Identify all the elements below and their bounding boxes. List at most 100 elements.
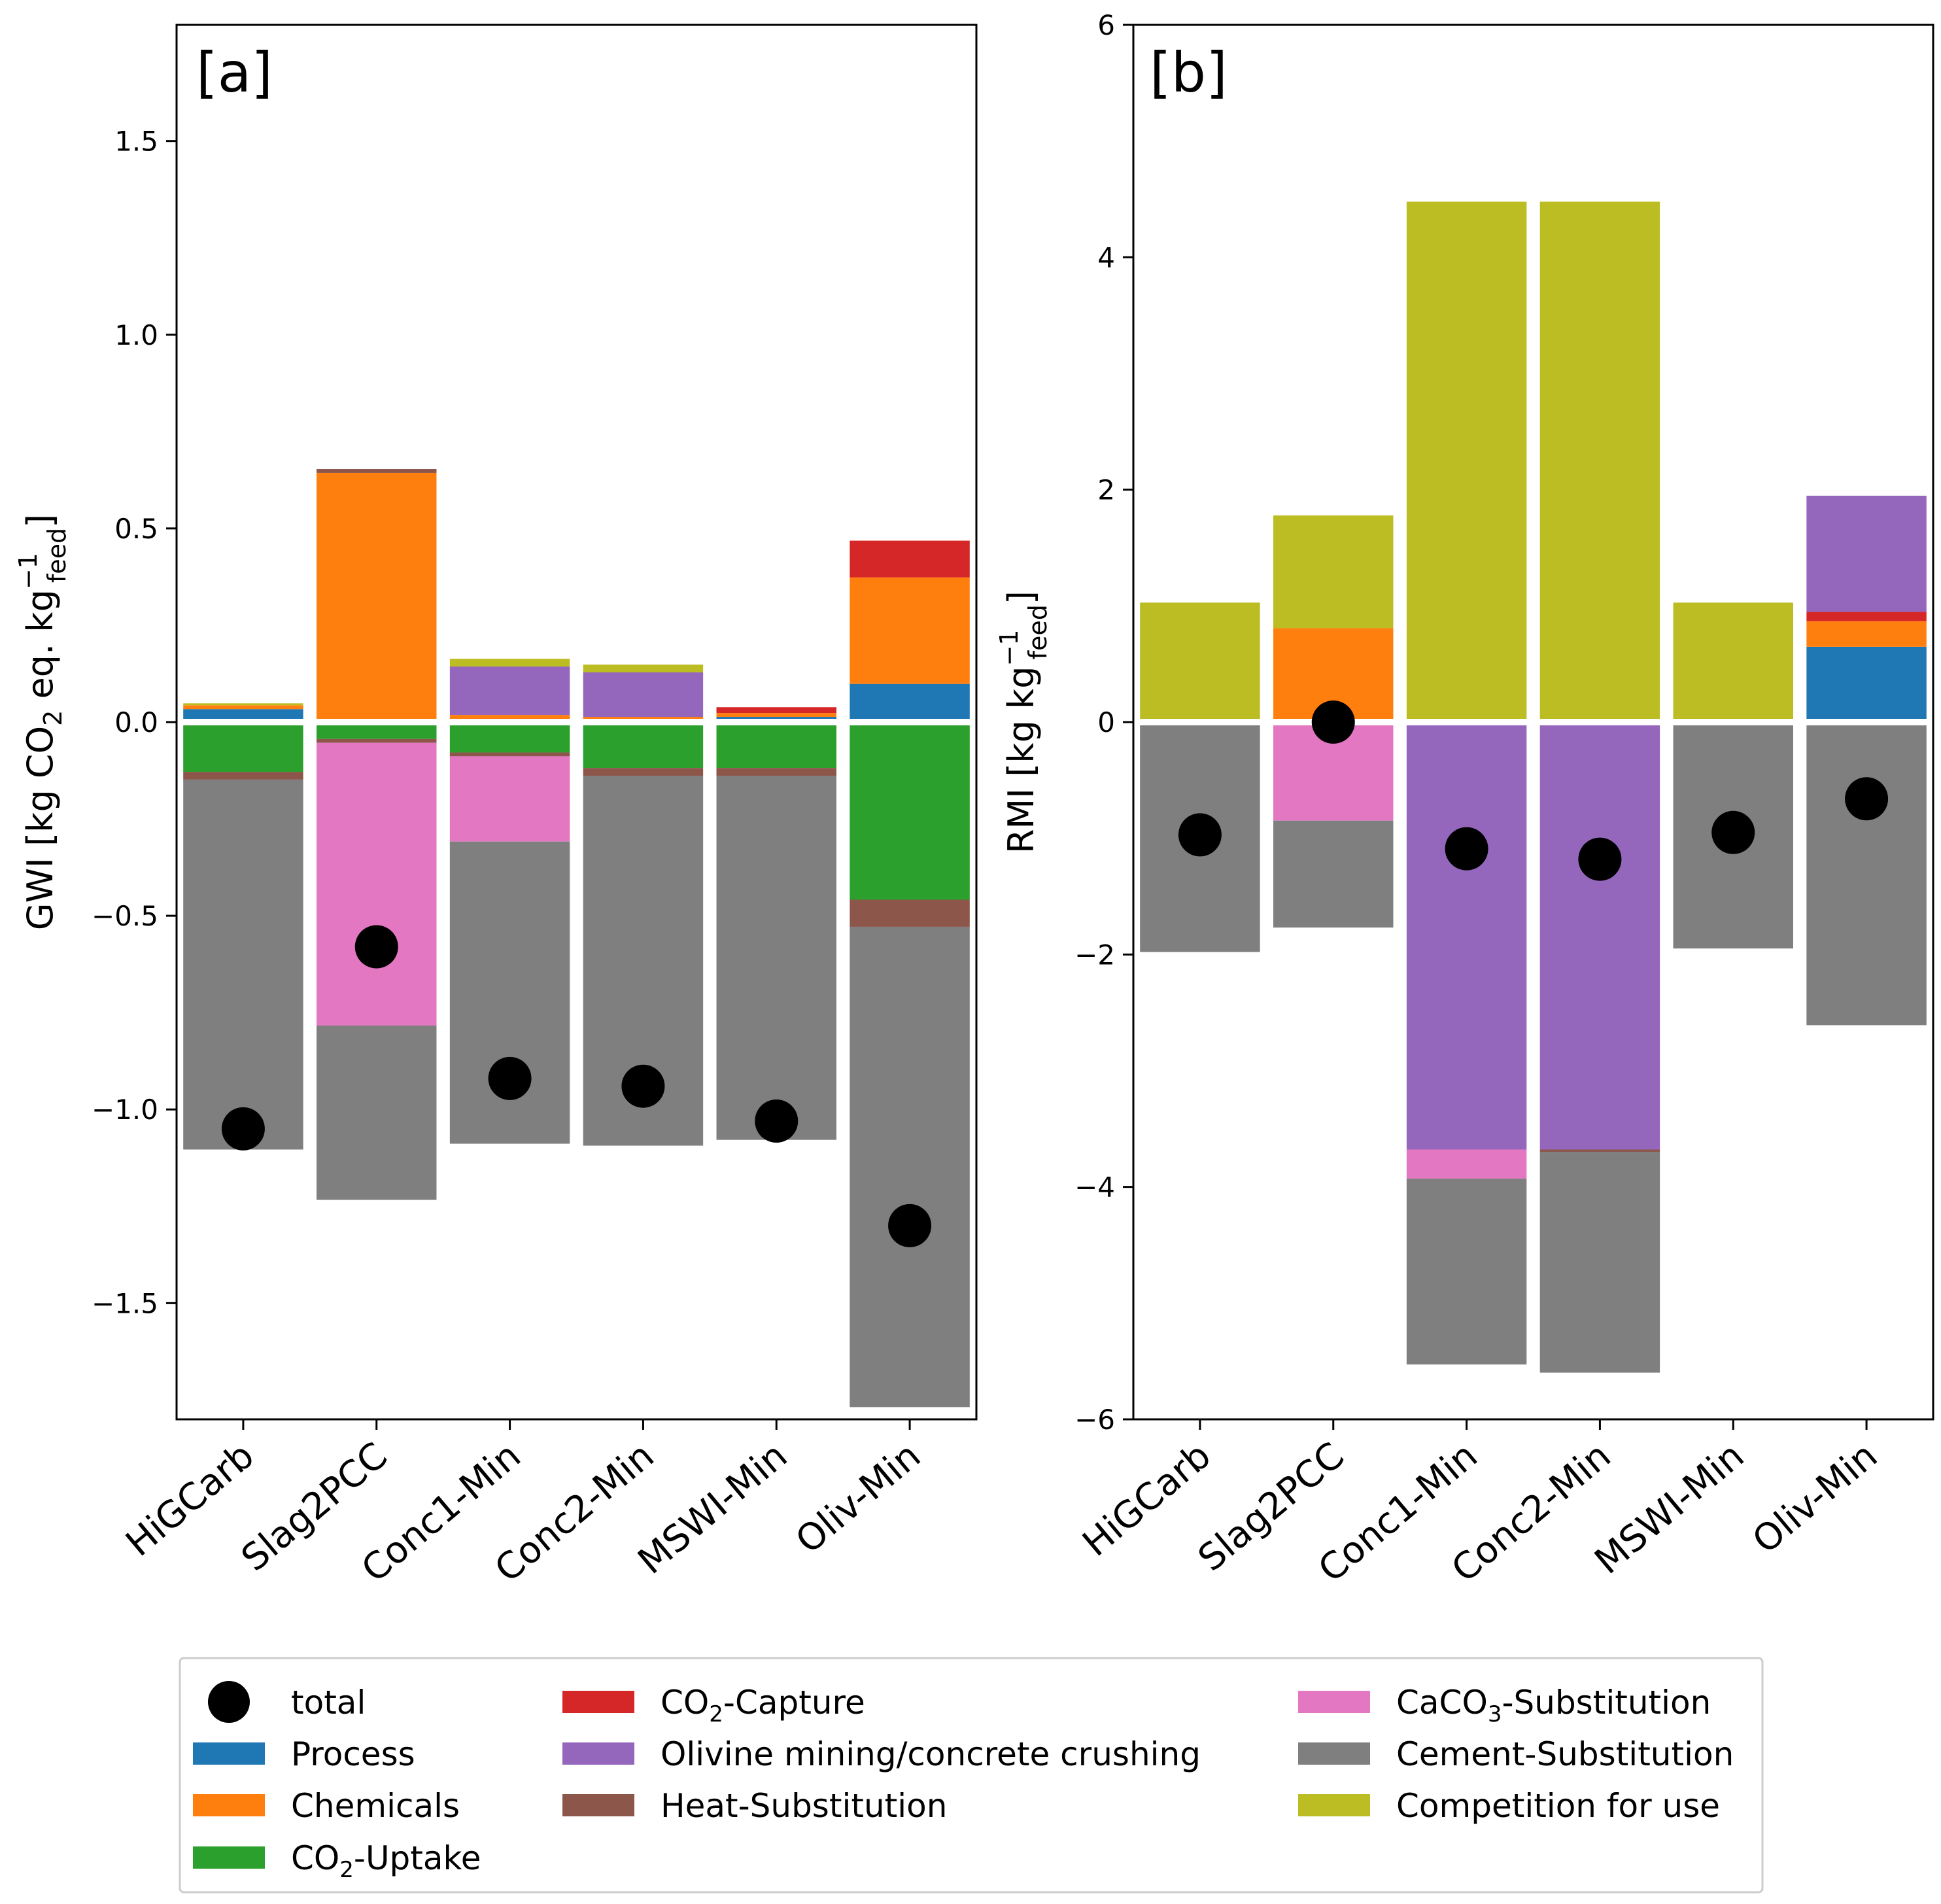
- bar-oliv-min-olivine-mining-concrete-crushing-pos: [1806, 495, 1927, 612]
- legend-label-text: CO: [661, 1684, 709, 1722]
- negative-bars: [1140, 725, 1927, 1373]
- legend-label-text: Chemicals: [291, 1787, 460, 1825]
- legend-label-text-end: -Uptake: [354, 1839, 481, 1877]
- bar-conc2-min-cement-substitution-neg: [1539, 1152, 1660, 1373]
- y-axis-label: RMI [kg kg−1feed]: [995, 591, 1052, 854]
- total-marker-conc1-min: [1445, 827, 1488, 871]
- panel-label: [b]: [1150, 41, 1228, 105]
- legend-marker-total: [208, 1681, 250, 1723]
- plot-frame: [1132, 24, 1934, 1421]
- legend-item-heat-substitution: Heat-Substitution: [562, 1787, 947, 1825]
- legend-label-text-end: -Capture: [723, 1684, 865, 1722]
- y-tick-label: −6: [1074, 1404, 1115, 1436]
- legend-label-subscript: 3: [1488, 1701, 1502, 1727]
- y-tick-label: 1.0: [114, 319, 158, 351]
- bar-conc2-min-co2-uptake-neg: [583, 725, 704, 769]
- bar-slag2pcc-heat-substitution-neg: [317, 738, 437, 743]
- legend-label-text: Competition for use: [1396, 1787, 1720, 1825]
- y-axis-label-part: feed: [1023, 604, 1052, 659]
- legend-item-process: Process: [193, 1735, 415, 1773]
- legend-swatch-heat-substitution: [562, 1794, 634, 1816]
- legend-item-caco3-substitution: CaCO3-Substitution: [1298, 1684, 1711, 1727]
- legend-label-text: Cement-Substitution: [1396, 1735, 1734, 1773]
- total-marker-mswi-min: [1711, 810, 1755, 854]
- bar-slag2pcc-co2-uptake-neg: [317, 725, 437, 739]
- y-axis-label-part: feed: [43, 528, 71, 583]
- bar-mswi-min-heat-substitution-neg: [716, 768, 836, 776]
- legend-item-co2-capture: CO2-Capture: [562, 1684, 865, 1727]
- legend-swatch-cement-substitution: [1298, 1742, 1370, 1765]
- total-marker-oliv-min: [888, 1203, 932, 1247]
- legend-item-competition-for-use: Competition for use: [1298, 1787, 1720, 1825]
- bar-conc2-min-heat-substitution-neg: [583, 768, 704, 776]
- bar-conc1-min-heat-substitution-neg: [449, 752, 570, 757]
- legend-item-olivine-mining-concrete-crushing: Olivine mining/concrete crushing: [562, 1735, 1201, 1773]
- bar-oliv-min-cement-substitution-neg: [1806, 725, 1927, 1026]
- bar-oliv-min-co2-uptake-neg: [850, 725, 970, 900]
- bar-mswi-min-co2-capture-pos: [716, 707, 836, 714]
- bar-oliv-min-co2-capture-pos: [850, 540, 970, 578]
- bar-oliv-min-heat-substitution-neg: [850, 899, 970, 927]
- legend-item-total: total: [208, 1681, 366, 1723]
- total-marker-conc1-min: [488, 1056, 532, 1100]
- negative-bars: [183, 725, 970, 1408]
- y-axis-label-part: ]: [20, 514, 61, 528]
- bar-conc1-min-competition-for-use-pos: [449, 659, 570, 667]
- bar-oliv-min-chemicals-pos: [1806, 621, 1927, 647]
- bar-higcarb-competition-for-use-pos: [1140, 602, 1260, 719]
- y-axis-label-part: ]: [1001, 591, 1042, 604]
- legend-swatch-chemicals: [193, 1794, 265, 1816]
- x-tick-label-mswi-min: MSWI-Min: [1587, 1434, 1753, 1583]
- bar-higcarb-chemicals-pos: [183, 705, 303, 710]
- bar-mswi-min-chemicals-pos: [716, 713, 836, 718]
- legend-item-chemicals: Chemicals: [193, 1787, 460, 1825]
- legend-label: CO2-Capture: [661, 1684, 865, 1727]
- legend-swatch-co2-uptake: [193, 1846, 265, 1869]
- bar-slag2pcc-heat-substitution-pos: [317, 469, 437, 473]
- y-tick-label: 1.5: [114, 126, 158, 158]
- legend-label-text: total: [291, 1684, 366, 1722]
- y-tick-label: 2: [1097, 474, 1115, 506]
- bar-conc2-min-competition-for-use-pos: [1539, 201, 1660, 719]
- y-axis-label-part: GWI [kg CO: [20, 726, 61, 930]
- total-marker-slag2pcc: [1311, 701, 1355, 744]
- bar-conc2-min-olivine-mining-concrete-crushing-pos: [583, 672, 704, 718]
- y-axis-label: GWI [kg CO2 eq. kg−1feed]: [14, 514, 71, 930]
- bar-slag2pcc-chemicals-pos: [317, 472, 437, 719]
- y-tick-label: 4: [1097, 241, 1115, 273]
- bar-conc1-min-cement-substitution-neg: [1406, 1178, 1527, 1365]
- bar-conc1-min-olivine-mining-concrete-crushing-pos: [449, 666, 570, 716]
- bar-mswi-min-competition-for-use-pos: [1673, 602, 1793, 719]
- bar-higcarb-cement-substitution-neg: [183, 779, 303, 1150]
- y-axis-label-part: eq. kg: [20, 589, 61, 710]
- legend-label: Process: [291, 1735, 415, 1773]
- y-tick-label: 6: [1097, 9, 1115, 41]
- bar-higcarb-competition-for-use-pos: [183, 703, 303, 706]
- bar-slag2pcc-caco3-substitution-neg: [317, 742, 437, 1026]
- legend-label: Competition for use: [1396, 1787, 1720, 1825]
- y-axis-label-part: 2: [39, 710, 67, 726]
- bar-slag2pcc-competition-for-use-pos: [1273, 515, 1394, 629]
- legend-label-text: Olivine mining/concrete crushing: [661, 1735, 1201, 1773]
- x-tick-label-oliv-min: Oliv-Min: [788, 1434, 929, 1562]
- bar-mswi-min-process-pos: [716, 717, 836, 719]
- positive-bars: [1140, 201, 1927, 719]
- bar-oliv-min-co2-capture-pos: [1806, 612, 1927, 621]
- legend-label: Heat-Substitution: [661, 1787, 947, 1825]
- bar-oliv-min-chemicals-pos: [850, 577, 970, 684]
- bar-conc1-min-caco3-substitution-neg: [449, 756, 570, 842]
- y-tick-label: 0: [1097, 706, 1115, 738]
- bar-slag2pcc-cement-substitution-neg: [317, 1025, 437, 1200]
- bar-mswi-min-cement-substitution-neg: [716, 775, 836, 1140]
- bar-conc2-min-olivine-mining-concrete-crushing-neg: [1539, 725, 1660, 1150]
- legend-swatch-co2-capture: [562, 1691, 634, 1713]
- x-tick-label-oliv-min: Oliv-Min: [1745, 1434, 1885, 1562]
- bar-oliv-min-cement-substitution-neg: [850, 926, 970, 1408]
- legend-label: Cement-Substitution: [1396, 1735, 1734, 1773]
- y-tick-label: 0.5: [114, 513, 158, 545]
- legend-label-text: Process: [291, 1735, 415, 1773]
- legend-swatch-process: [193, 1742, 265, 1765]
- bar-higcarb-co2-uptake-neg: [183, 725, 303, 772]
- bar-oliv-min-process-pos: [1806, 646, 1927, 719]
- y-axis-label-part: −1: [14, 553, 43, 589]
